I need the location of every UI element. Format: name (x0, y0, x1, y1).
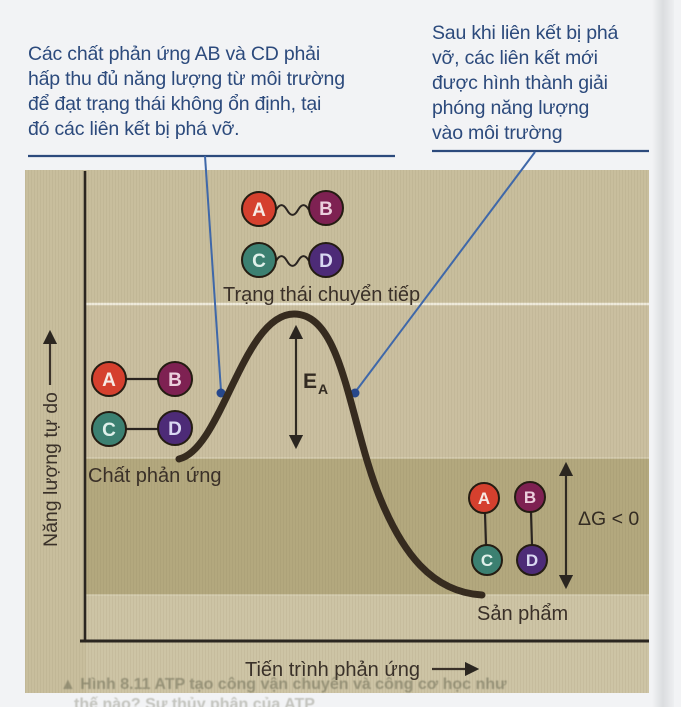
molecule-b-circle (308, 190, 344, 226)
molecule-a-label: A (102, 370, 116, 391)
wavy-bond-cd (275, 255, 310, 267)
energy-curve (175, 310, 486, 599)
molecule-b-circle (514, 481, 546, 513)
annotation-left-note: Các chất phản ứng AB và CD phải hấp thu … (28, 43, 345, 140)
molecule-d-label: D (168, 419, 182, 440)
reactant-molecules: A B C D (91, 361, 193, 447)
figure-caption-faint-line1: ▲ Hình 8.11 ATP tạo công vận chuyển và c… (60, 676, 507, 693)
molecule-b-label: B (524, 488, 536, 507)
page-gutter-shadow (652, 0, 674, 707)
molecule-c-circle (91, 411, 127, 447)
bond-ac (483, 512, 488, 546)
callout-dot-right (350, 388, 360, 398)
molecule-d-label: D (526, 551, 538, 570)
molecule-d-circle (308, 242, 344, 278)
figure-caption-faint-line2: thế nào? Sự thủy phân của ATP (74, 696, 315, 707)
callout-line-left (204, 155, 222, 392)
molecule-c-label: C (252, 251, 266, 272)
product-molecules: A B C D (468, 481, 548, 576)
molecule-c-circle (241, 242, 277, 278)
bond-bd (529, 511, 534, 546)
x-axis-label: Tiến trình phản ứng (245, 659, 420, 681)
molecule-d-circle (516, 544, 548, 576)
molecule-c-label: C (102, 420, 116, 441)
molecule-d-circle (157, 410, 193, 446)
molecule-b-circle (157, 361, 193, 397)
molecule-c-label: C (481, 551, 493, 570)
wavy-bond-ab (275, 204, 310, 216)
ea-symbol: E (303, 370, 317, 393)
reactants-label: Chất phản ứng (88, 465, 222, 487)
callout-dot-left (216, 388, 226, 398)
molecule-b-label: B (168, 370, 182, 391)
delta-g-label: ΔG < 0 (578, 508, 639, 530)
molecule-a-circle (91, 361, 127, 397)
callout-line-right (355, 151, 536, 392)
transition-state-molecules: A B C D (241, 190, 344, 278)
molecule-a-circle (468, 482, 500, 514)
annotation-right-note: Sau khi liên kết bị phá vỡ, các liên kết… (432, 22, 619, 144)
transition-state-label: Trạng thái chuyển tiếp (223, 284, 420, 306)
molecule-c-circle (471, 544, 503, 576)
molecule-d-label: D (319, 251, 333, 272)
molecule-b-label: B (319, 199, 333, 220)
ea-subscript: A (318, 381, 328, 397)
molecule-a-label: A (252, 200, 266, 221)
molecule-a-circle (241, 191, 277, 227)
y-axis-label: Năng lượng tự do (40, 392, 62, 547)
products-label: Sản phẩm (477, 603, 568, 625)
molecule-a-label: A (478, 489, 490, 508)
